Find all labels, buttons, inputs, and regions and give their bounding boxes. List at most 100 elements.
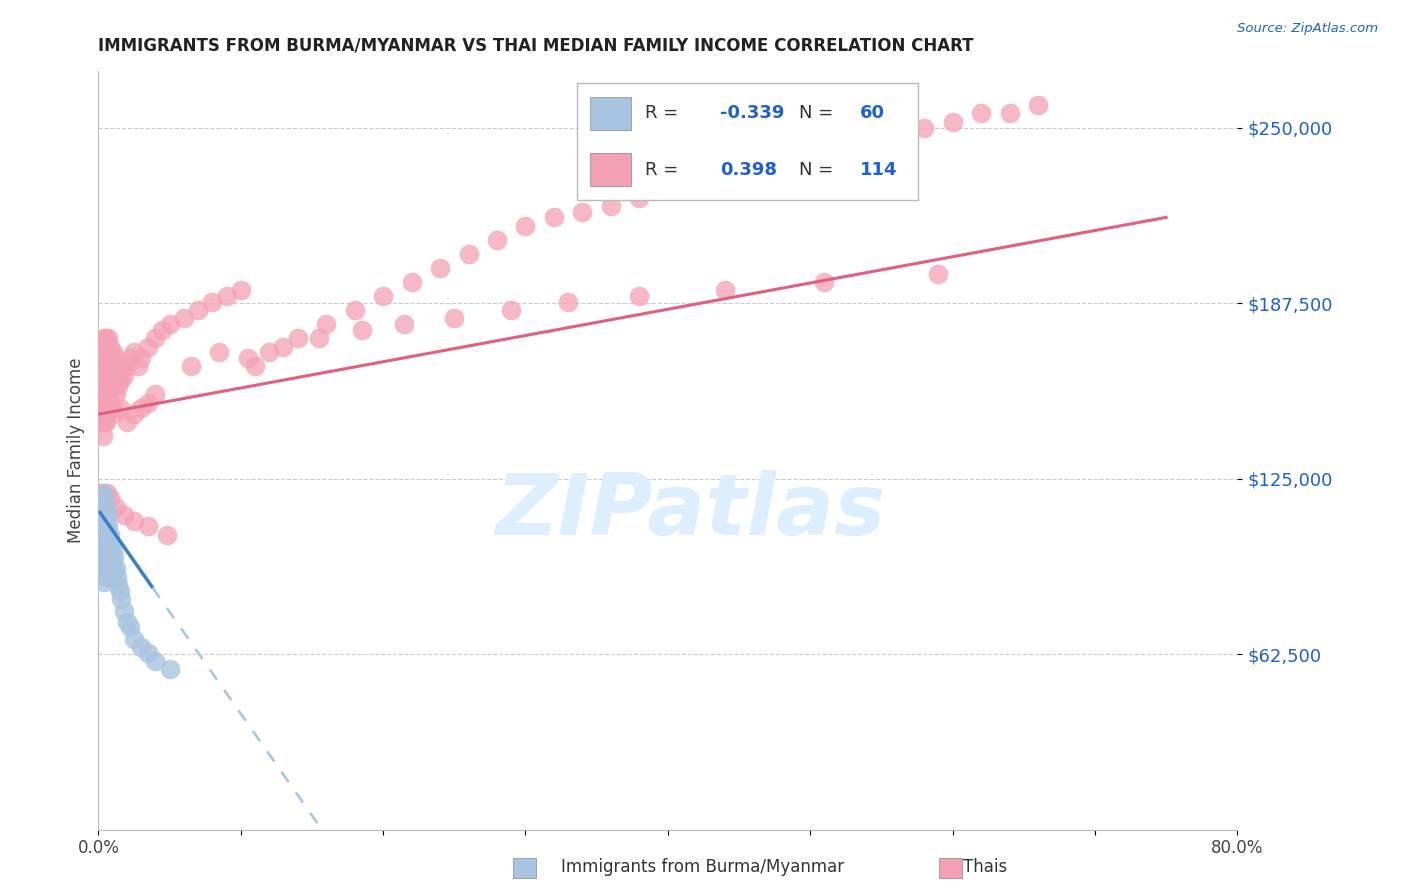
Point: [96, 345, 118, 359]
Point: [93, 387, 115, 401]
Point: [93, 547, 115, 561]
Point: [122, 345, 145, 359]
Point: [91, 429, 114, 443]
Point: [118, 620, 141, 634]
Point: [118, 351, 141, 365]
Point: [90, 359, 112, 374]
Point: [308, 331, 330, 345]
Point: [970, 106, 993, 120]
Point: [91, 556, 114, 570]
Point: [159, 663, 181, 677]
Point: [97, 561, 120, 575]
Point: [103, 564, 125, 578]
Point: [685, 177, 707, 191]
Point: [103, 359, 125, 374]
Point: [159, 317, 181, 331]
Point: [104, 387, 127, 401]
Point: [90, 547, 112, 561]
Point: [91, 500, 114, 514]
Point: [94, 407, 117, 421]
Point: [96, 564, 118, 578]
Point: [101, 401, 124, 416]
Point: [600, 199, 623, 213]
Point: [259, 345, 281, 359]
Point: [91, 541, 114, 556]
Point: [90, 533, 112, 548]
Point: [770, 154, 793, 169]
Point: [94, 556, 117, 570]
Point: [93, 500, 115, 514]
Point: [122, 632, 145, 646]
Point: [401, 275, 423, 289]
Point: [112, 603, 135, 617]
Point: [884, 126, 907, 140]
Point: [94, 570, 117, 584]
Text: ZIPatlas: ZIPatlas: [495, 469, 886, 553]
Point: [107, 379, 129, 393]
Point: [112, 368, 135, 382]
Point: [243, 359, 266, 374]
Point: [90, 491, 112, 506]
Point: [91, 345, 114, 359]
Point: [315, 317, 337, 331]
Point: [136, 646, 159, 660]
Point: [94, 379, 117, 393]
Point: [90, 379, 112, 393]
Point: [273, 340, 295, 354]
Point: [429, 260, 451, 275]
Point: [90, 485, 112, 500]
Point: [97, 387, 120, 401]
Point: [457, 247, 479, 261]
Point: [93, 416, 115, 430]
Point: [97, 519, 120, 533]
Point: [394, 317, 416, 331]
Point: [201, 294, 224, 309]
Point: [105, 570, 128, 584]
Point: [96, 373, 118, 387]
Point: [136, 340, 159, 354]
Point: [93, 491, 115, 506]
Point: [856, 135, 879, 149]
Point: [100, 550, 122, 565]
Point: [98, 570, 121, 584]
Point: [93, 519, 115, 533]
Point: [101, 541, 124, 556]
Point: [110, 592, 132, 607]
Point: [145, 331, 167, 345]
Point: [108, 583, 131, 598]
Point: [122, 514, 145, 528]
Point: [94, 527, 117, 541]
Point: [115, 416, 138, 430]
Point: [97, 359, 120, 374]
Point: [94, 514, 117, 528]
Point: [108, 401, 131, 416]
Point: [127, 359, 149, 374]
Point: [215, 289, 238, 303]
Point: [912, 120, 935, 135]
Point: [91, 401, 114, 416]
Point: [96, 522, 118, 536]
Point: [90, 519, 112, 533]
Point: [501, 303, 523, 318]
Point: [98, 541, 121, 556]
Point: [122, 407, 145, 421]
Point: [98, 491, 121, 506]
Point: [208, 345, 231, 359]
Point: [129, 351, 152, 365]
Point: [813, 275, 835, 289]
Point: [287, 331, 309, 345]
Point: [97, 547, 120, 561]
Point: [129, 401, 152, 416]
Point: [94, 331, 117, 345]
Point: [828, 148, 851, 162]
Point: [90, 416, 112, 430]
Y-axis label: Median Family Income: Median Family Income: [66, 358, 84, 543]
Point: [100, 379, 122, 393]
Point: [107, 578, 129, 592]
Point: [89, 500, 111, 514]
Point: [89, 387, 111, 401]
Point: [104, 500, 127, 514]
Point: [714, 171, 737, 186]
Text: Immigrants from Burma/Myanmar: Immigrants from Burma/Myanmar: [561, 858, 845, 876]
Point: [108, 359, 131, 374]
